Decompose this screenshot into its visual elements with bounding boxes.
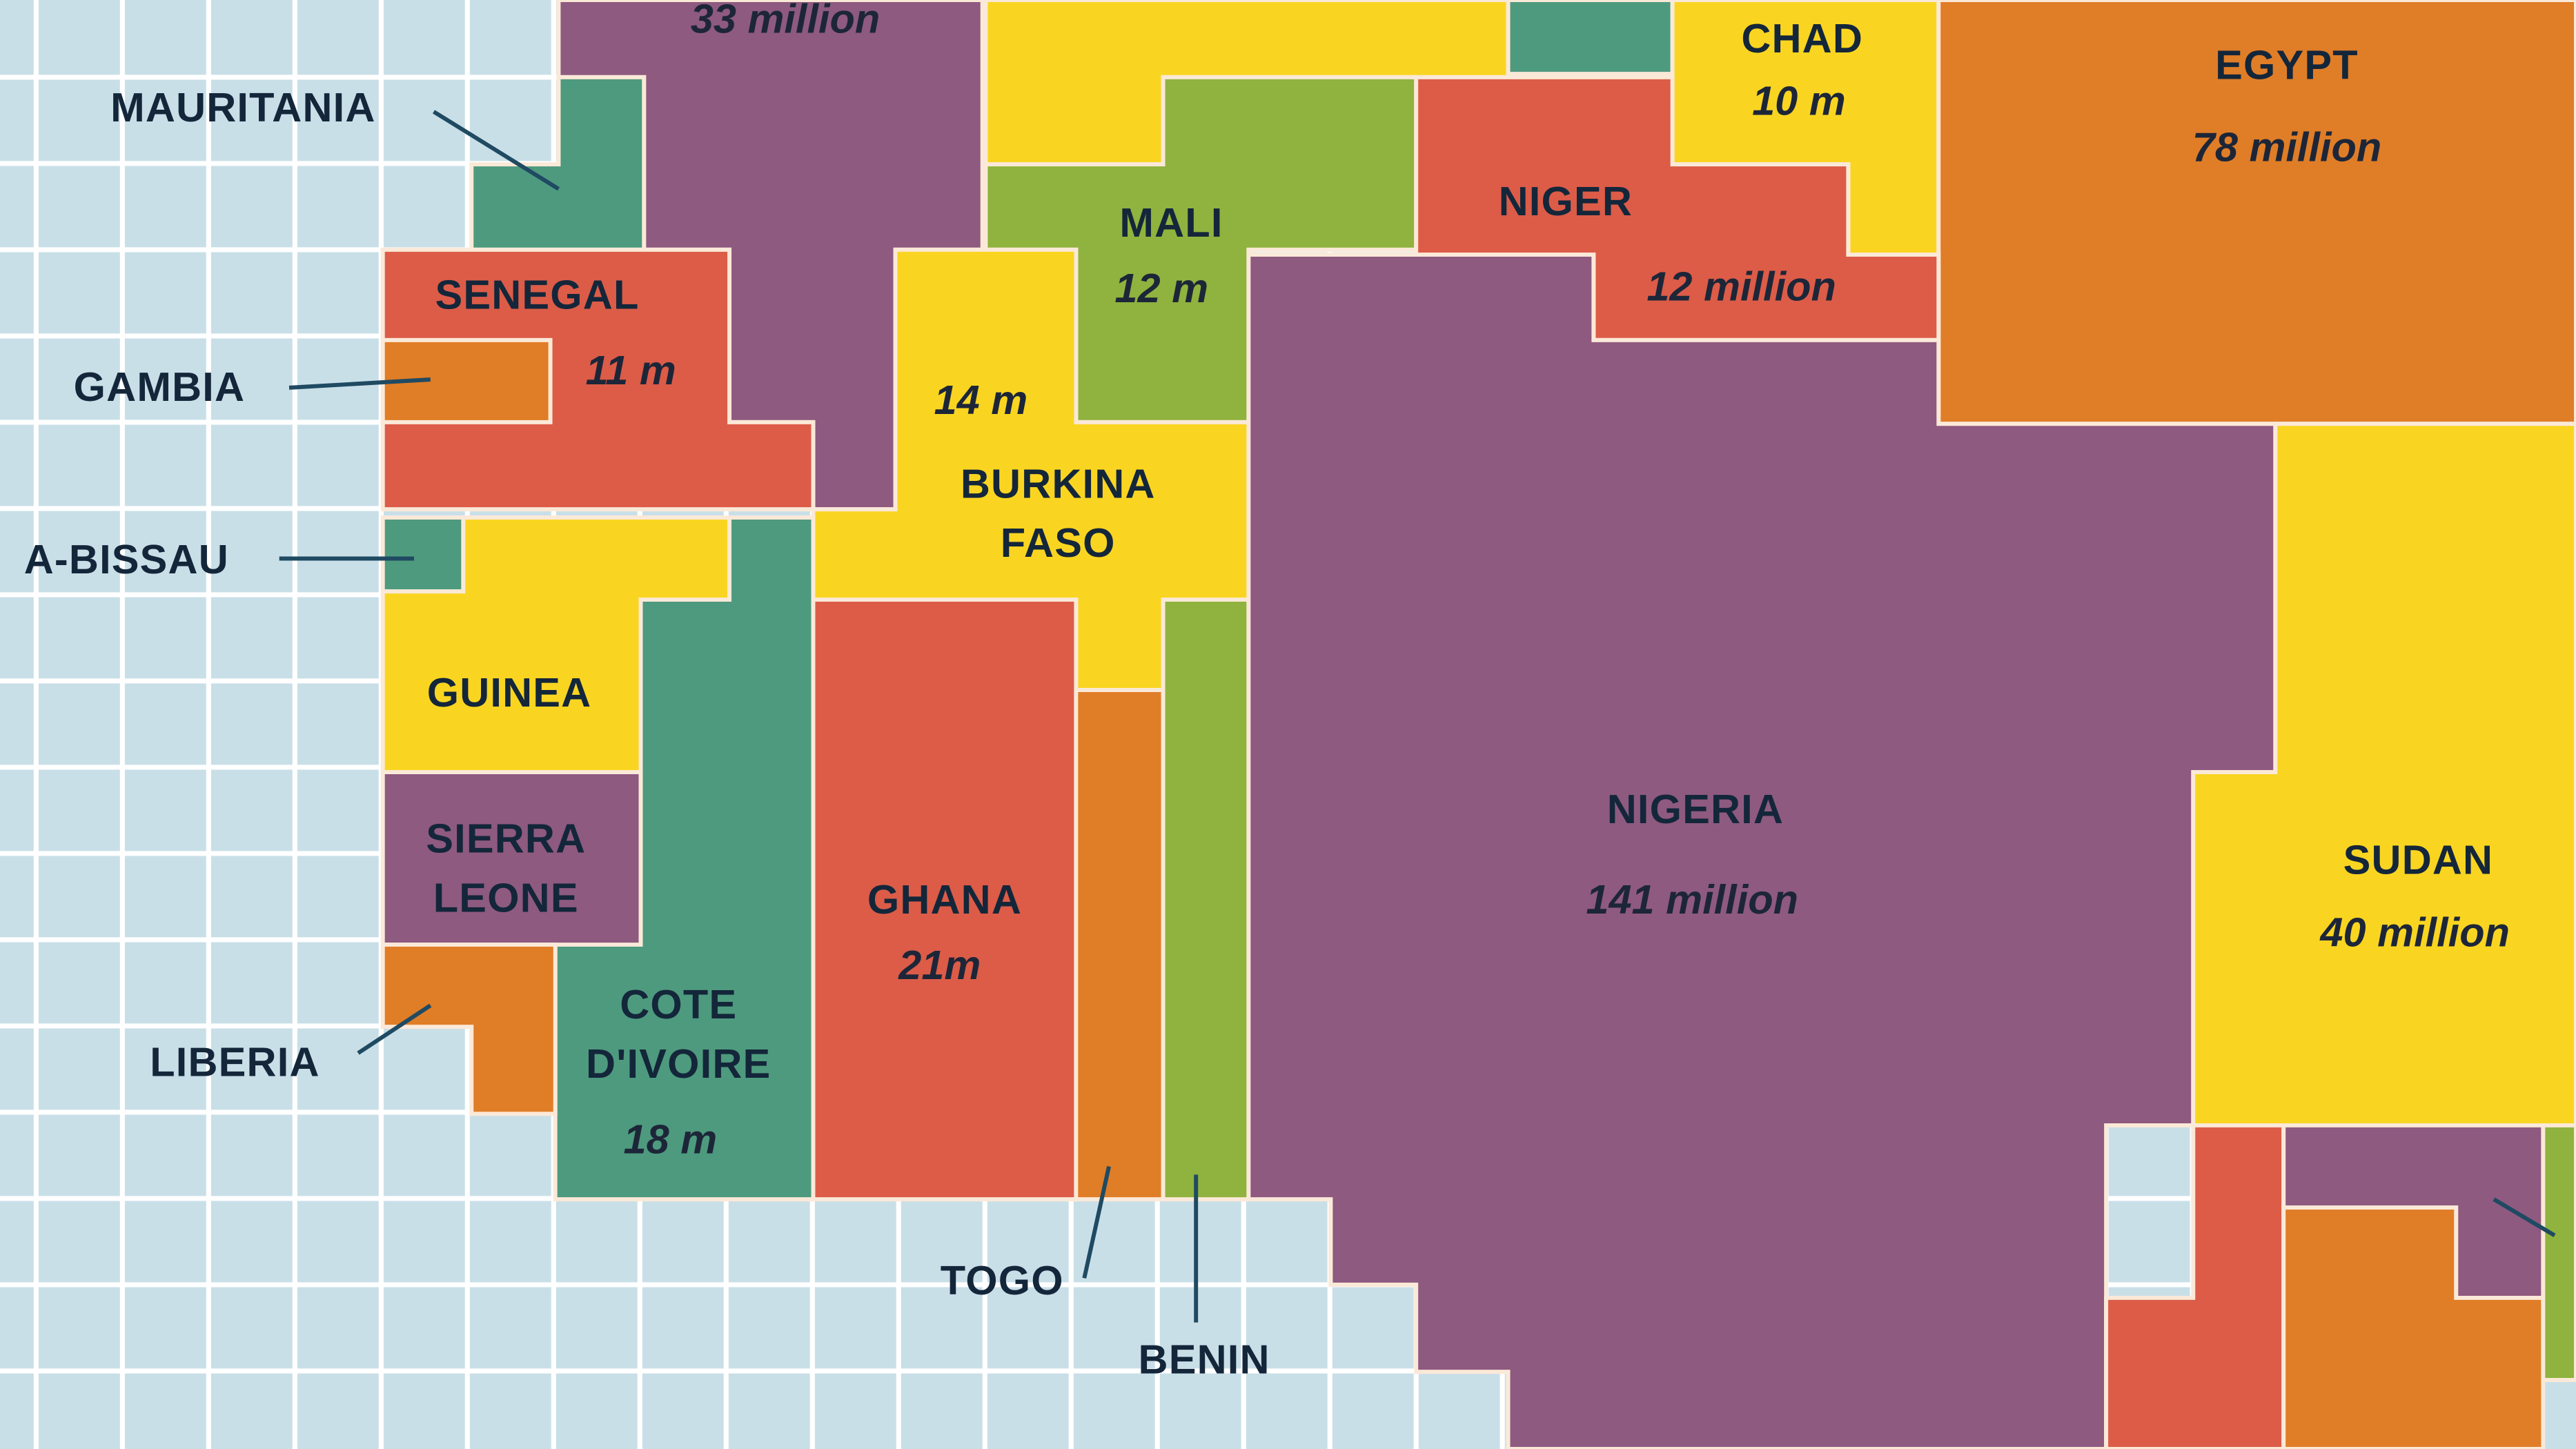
country-regions xyxy=(380,0,2576,1449)
leader-line-liberia xyxy=(357,1003,432,1055)
region-togo xyxy=(1074,688,1166,1202)
region-top-teal xyxy=(1506,0,1675,77)
egypt-label: EGYPT xyxy=(2215,41,2359,88)
nigeria-population: 141 million xyxy=(1586,876,1798,923)
leader-lines xyxy=(279,110,2556,1323)
cote-divoire-label-line1: COTE xyxy=(620,981,737,1027)
liberia-label: LIBERIA xyxy=(150,1039,319,1085)
region-br-green xyxy=(2541,1123,2576,1382)
senegal-label: SENEGAL xyxy=(435,272,639,318)
niger-label: NIGER xyxy=(1499,178,1633,224)
chad-population: 10 m xyxy=(1752,78,1846,124)
burkina-faso-population: 14 m xyxy=(934,377,1028,423)
region-liberia xyxy=(380,943,558,1116)
senegal-population: 11 m xyxy=(586,347,676,393)
leader-line-mauritania xyxy=(432,110,560,191)
ghana-population: 21m xyxy=(898,942,981,988)
cote-divoire-label-line2: D'IVOIRE xyxy=(586,1041,771,1087)
sudan-label: SUDAN xyxy=(2343,837,2494,883)
nigeria-label: NIGERIA xyxy=(1607,786,1784,832)
cote-divoire-population: 18 m xyxy=(624,1116,718,1162)
region-nigeria xyxy=(1246,253,2278,1449)
labels: 33 million MAURITANIA CHAD 10 m EGYPT 78… xyxy=(24,0,2510,1382)
mauritania-label: MAURITANIA xyxy=(110,84,375,130)
togo-label: TOGO xyxy=(941,1257,1064,1303)
ghana-label: GHANA xyxy=(867,876,1022,923)
region-sierra-leone xyxy=(380,770,643,947)
burkina-faso-label-line2: FASO xyxy=(1001,520,1116,566)
guinea-label: GUINEA xyxy=(427,669,592,716)
guinea-bissau-label: A-BISSAU xyxy=(24,536,229,582)
egypt-population: 78 million xyxy=(2192,124,2382,170)
leader-line-gambia xyxy=(288,377,431,390)
sudan-population: 40 million xyxy=(2319,909,2510,955)
leader-line-br-pointer xyxy=(2493,1197,2556,1238)
region-gambia xyxy=(380,337,553,424)
niger-population: 12 million xyxy=(1646,264,1836,310)
algeria-population: 33 million xyxy=(691,0,881,42)
mali-label: MALI xyxy=(1119,199,1223,246)
mali-population: 12 m xyxy=(1114,265,1208,311)
benin-label: BENIN xyxy=(1139,1336,1270,1382)
burkina-faso-label-line1: BURKINA xyxy=(961,460,1156,506)
leader-line-togo xyxy=(1082,1165,1111,1279)
region-senegal xyxy=(380,247,816,512)
sierra-leone-label-line1: SIERRA xyxy=(426,816,586,862)
chad-label: CHAD xyxy=(1741,15,1863,61)
region-benin xyxy=(1161,598,1251,1202)
region-guinea-bissau xyxy=(380,515,466,594)
gambia-label: GAMBIA xyxy=(74,364,245,410)
sierra-leone-label-line2: LEONE xyxy=(433,874,579,920)
